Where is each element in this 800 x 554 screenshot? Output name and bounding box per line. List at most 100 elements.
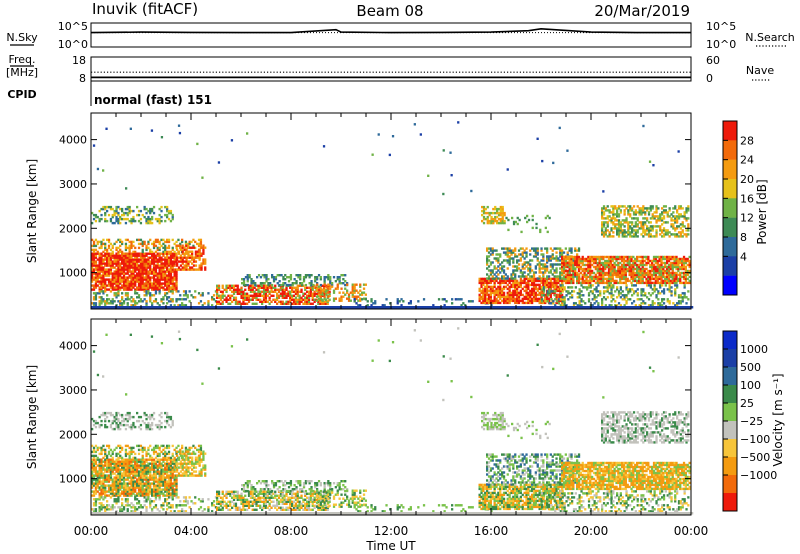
echo-cell — [111, 250, 114, 254]
echo-cell — [499, 277, 502, 281]
echo-cell — [115, 304, 118, 307]
echo-cell — [493, 293, 496, 297]
echo-cell — [602, 286, 606, 289]
echo-cell — [637, 267, 641, 271]
echo-cell — [508, 259, 511, 262]
echo-cell — [630, 263, 633, 267]
echo-cell — [200, 262, 203, 265]
echo-cell — [651, 273, 654, 277]
echo-cell — [602, 221, 606, 224]
echo-cell — [514, 275, 517, 278]
echo-cell — [502, 259, 506, 262]
echo-cell — [171, 270, 174, 273]
echo-cell — [278, 306, 281, 309]
echo-cell — [681, 215, 684, 218]
echo-cell — [317, 300, 320, 303]
echo-cell — [607, 261, 611, 265]
echo-cell — [506, 261, 509, 264]
echo-cell — [216, 300, 219, 303]
echo-cell — [555, 279, 558, 283]
echo-cell — [284, 274, 287, 277]
echo-cell — [532, 285, 536, 289]
echo-cell — [681, 265, 684, 269]
echo-cell — [188, 290, 191, 293]
echo-cell — [673, 271, 676, 275]
power-rti-data — [91, 121, 694, 309]
echo-cell — [96, 252, 99, 255]
echo-cell — [141, 300, 144, 303]
echo-cell — [514, 253, 517, 256]
echo-cell — [598, 263, 601, 267]
echo-cell — [672, 223, 675, 226]
echo-cell — [679, 267, 682, 271]
echo-cell — [630, 265, 633, 269]
echo-cell — [623, 298, 626, 301]
echo-cell — [91, 278, 94, 281]
echo-cell — [115, 252, 118, 255]
echo-cell — [107, 298, 111, 301]
echo-cell — [92, 306, 96, 309]
echo-cell — [149, 252, 152, 255]
echo-cell — [662, 211, 666, 214]
echo-cell — [578, 306, 581, 309]
echo-cell — [546, 294, 549, 297]
echo-cell — [100, 278, 103, 281]
echo-cell — [664, 233, 667, 236]
echo-cell — [585, 277, 588, 281]
echo-cell — [688, 259, 691, 263]
echo-cell — [137, 276, 141, 279]
echo-cell — [361, 291, 364, 294]
echo-cell — [277, 294, 281, 297]
echo-cell — [130, 258, 133, 261]
echo-cell — [657, 292, 660, 295]
echo-cell — [175, 284, 178, 287]
echo-cell — [482, 293, 485, 297]
echo-cell — [516, 299, 519, 303]
echo-cell — [164, 219, 167, 223]
echo-cell — [619, 304, 622, 307]
echo-cell — [312, 283, 315, 287]
echo-cell — [254, 283, 257, 287]
echo-cell — [151, 209, 154, 213]
echo-cell — [601, 233, 604, 236]
echo-cell — [589, 267, 592, 271]
echo-cell — [207, 292, 210, 295]
echo-cell — [460, 306, 463, 309]
echo-cell — [608, 286, 611, 289]
echo-cell — [661, 223, 664, 226]
echo-cell — [666, 269, 669, 273]
echo-cell — [679, 233, 682, 236]
echo-cell — [616, 286, 619, 289]
echo-cell — [687, 298, 690, 301]
echo-cell — [158, 290, 161, 293]
echo-cell — [115, 207, 118, 211]
echo-cell — [119, 264, 122, 267]
echo-cell — [612, 235, 615, 238]
echo-cell — [122, 217, 126, 221]
echo-cell — [593, 294, 596, 297]
echo-cell — [591, 259, 594, 263]
echo-cell — [134, 302, 137, 305]
echo-cell — [176, 264, 179, 267]
echo-cell — [124, 252, 128, 255]
echo-cell — [166, 298, 169, 301]
echo-cell — [257, 294, 260, 297]
echo-cell — [677, 269, 680, 273]
echo-cell — [166, 258, 169, 261]
echo-cell — [96, 270, 99, 273]
echo-cell — [667, 277, 671, 281]
echo-cell — [167, 286, 171, 289]
echo-cell — [102, 274, 105, 277]
echo-cell — [128, 266, 131, 269]
echo-cell — [626, 279, 629, 283]
echo-cell — [627, 288, 630, 291]
echo-cell — [104, 286, 107, 289]
echo-cell — [169, 276, 173, 279]
echo-cell — [216, 292, 219, 295]
echo-cell — [92, 270, 96, 273]
echo-cell — [602, 279, 605, 283]
echo-cell — [122, 278, 126, 281]
echo-cell — [644, 292, 647, 295]
echo-cell — [596, 277, 599, 281]
echo-cell — [188, 242, 191, 246]
